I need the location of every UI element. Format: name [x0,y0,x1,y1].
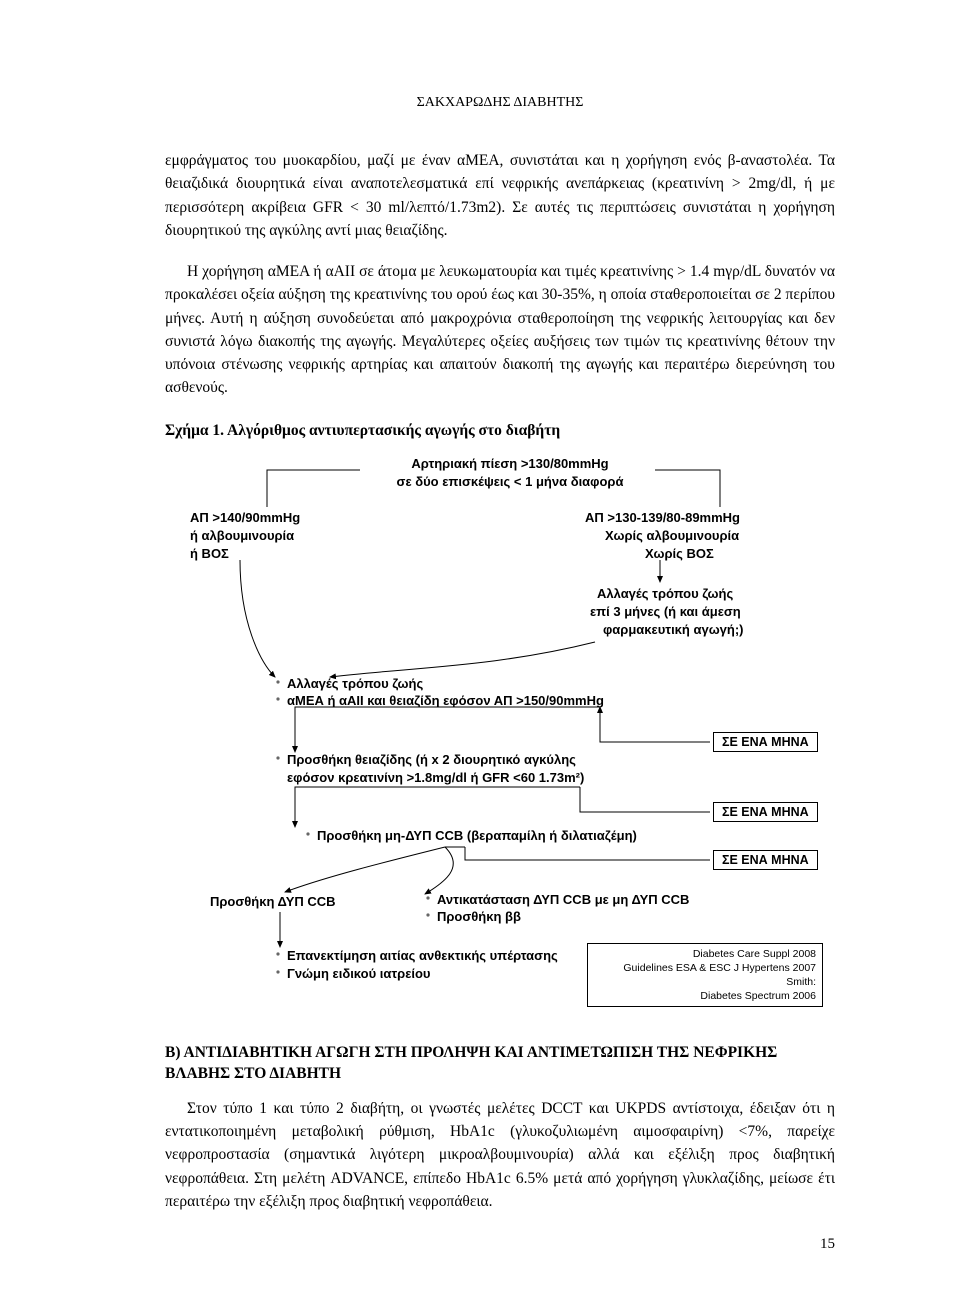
diag-final-2: Γνώμη ειδικού ιατρείου [287,966,430,983]
page-container: ΣΑΚΧΑΡΩΔΗΣ ΔΙΑΒΗΤΗΣ εμφράγματος του μυοκ… [0,0,960,1271]
cite-line-2: Guidelines ESA & ESC J Hypertens 2007 Sm… [594,961,816,989]
figure-caption: Σχήμα 1. Αλγόριθμος αντιυπερτασικής αγωγ… [165,422,835,440]
diag-final-1: Επανεκτίμηση αιτίας ανθεκτικής υπέρτασης [287,948,558,965]
diag-left-1: ΑΠ >140/90mmHg [190,510,300,527]
diag-step-3a: Προσθήκη θειαζίδης (ή x 2 διουρητικό αγκ… [287,752,576,769]
diag-step-2: αΜΕΑ ή αΑΙΙ και θειαζίδη εφόσον ΑΠ >150/… [287,693,604,710]
diag-step-1: Αλλαγές τρόπου ζωής [287,676,423,693]
algorithm-diagram: Αρτηριακή πίεση >130/80mmHg σε δύο επισκ… [165,452,835,1012]
paragraph-3: Στον τύπο 1 και τύπο 2 διαβήτη, οι γνωστ… [165,1097,835,1213]
diag-citation-box: Diabetes Care Suppl 2008 Guidelines ESA … [587,943,823,1008]
page-number: 15 [820,1236,835,1253]
diag-right-1: ΑΠ >130-139/80-89mmHg [585,510,740,527]
diag-right-2: Χωρίς αλβουμινουρία [605,528,739,545]
diag-branch-left: Προσθήκη ΔΥΠ CCB [210,894,336,911]
diag-branch-right-2: Προσθήκη ββ [437,909,521,926]
diag-right-3: Χωρίς ΒΟΣ [645,546,714,563]
diag-left-3: ή ΒΟΣ [190,546,229,563]
diag-top-1: Αρτηριακή πίεση >130/80mmHg [365,456,655,473]
cite-line-1: Diabetes Care Suppl 2008 [594,947,816,961]
running-header: ΣΑΚΧΑΡΩΔΗΣ ΔΙΑΒΗΤΗΣ [165,95,835,111]
paragraph-1: εμφράγματος του μυοκαρδίου, μαζί με έναν… [165,149,835,242]
cite-line-3: Diabetes Spectrum 2006 [594,989,816,1003]
diag-branch-right-1: Αντικατάσταση ΔΥΠ CCB με μη ΔΥΠ CCB [437,892,689,909]
diag-left-2: ή αλβουμινουρία [190,528,294,545]
paragraph-2: Η χορήγηση αΜΕΑ ή αΑΙΙ σε άτομα με λευκω… [165,260,835,400]
section-b-heading: Β) ΑΝΤΙΔΙΑΒΗΤΙΚΗ ΑΓΩΓΗ ΣΤΗ ΠΡΟΛΗΨΗ ΚΑΙ Α… [165,1042,835,1085]
diag-step-3b: εφόσον κρεατινίνη >1.8mg/dl ή GFR <60 1.… [287,770,584,787]
diag-box-2: ΣΕ ΕΝΑ ΜΗΝΑ [713,802,818,822]
diag-step-4: Προσθήκη μη-ΔΥΠ CCB (βεραπαμίλη ή διλατι… [317,828,637,845]
diag-box-3: ΣΕ ΕΝΑ ΜΗΝΑ [713,850,818,870]
diag-right-5: επί 3 μήνες (ή και άμεση [590,604,741,621]
diag-box-1: ΣΕ ΕΝΑ ΜΗΝΑ [713,732,818,752]
diag-top-2: σε δύο επισκέψεις < 1 μήνα διαφορά [365,474,655,491]
diag-right-4: Αλλαγές τρόπου ζωής [597,586,733,603]
diag-right-6: φαρμακευτική αγωγή;) [603,622,744,639]
